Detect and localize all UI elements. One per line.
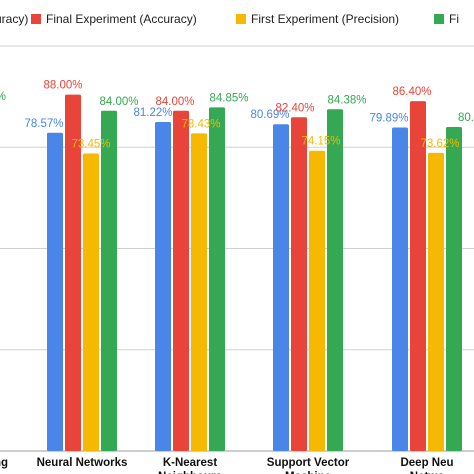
data-label: 74.15% bbox=[301, 136, 340, 148]
bar bbox=[327, 109, 343, 452]
data-label: 84.38% bbox=[327, 94, 366, 106]
x-tick-label: ng bbox=[0, 457, 8, 469]
x-tick-label: Deep Neu bbox=[400, 457, 453, 469]
data-label: 84.85% bbox=[209, 92, 248, 104]
bar bbox=[191, 133, 207, 451]
x-tick-label: Neural Networks bbox=[37, 457, 128, 469]
bar bbox=[309, 150, 325, 451]
x-tick-label: Support Vector bbox=[267, 457, 350, 469]
bar bbox=[47, 132, 63, 451]
data-label: 78.43% bbox=[181, 118, 220, 130]
bar bbox=[173, 110, 189, 452]
x-tick-label: Machine bbox=[285, 471, 331, 474]
data-label: 79.89% bbox=[369, 112, 408, 124]
legend-entry: uracy) bbox=[0, 12, 28, 26]
x-axis-tick-labels: ng Neural Networks K-Nearest Neighbours Supp… bbox=[0, 457, 454, 474]
data-label: 84.00% bbox=[155, 96, 194, 108]
bar bbox=[273, 124, 289, 451]
bar bbox=[428, 152, 444, 452]
data-label: % bbox=[0, 91, 6, 103]
data-label: 78.57% bbox=[24, 118, 63, 130]
x-tick-label: Neighbours bbox=[158, 471, 222, 474]
legend-entry: First Experiment (Precision) bbox=[251, 12, 399, 26]
bar bbox=[209, 107, 225, 452]
bar bbox=[291, 117, 307, 451]
data-label: 80.69% bbox=[250, 109, 289, 121]
x-tick-label: Netwo bbox=[410, 471, 445, 474]
data-label: 73.62% bbox=[420, 138, 459, 150]
data-label: 86.40% bbox=[392, 86, 431, 98]
legend-entry: Final Experiment (Accuracy) bbox=[46, 12, 197, 26]
data-label: 80. bbox=[458, 112, 474, 124]
data-label: 73.45% bbox=[71, 139, 110, 151]
legend: uracy) Final Experiment (Accuracy) First E… bbox=[0, 12, 459, 26]
bar bbox=[392, 127, 408, 452]
legend-swatch bbox=[434, 14, 444, 24]
bars bbox=[47, 94, 462, 452]
value-labels: % 78.57% 88.00% 73.45% 84.00%81.22%84.00% 78.… bbox=[0, 80, 474, 151]
legend-swatch bbox=[31, 14, 41, 24]
data-label: 81.22% bbox=[133, 107, 172, 119]
x-tick-label: K-Nearest bbox=[163, 457, 217, 469]
bar bbox=[410, 101, 426, 451]
data-label: 88.00% bbox=[43, 80, 82, 92]
bar bbox=[155, 122, 171, 452]
data-label: 82.40% bbox=[275, 102, 314, 114]
bar bbox=[83, 153, 99, 451]
legend-swatch bbox=[236, 14, 246, 24]
bar bbox=[65, 94, 81, 451]
bar bbox=[101, 110, 117, 452]
legend-entry: Fi bbox=[449, 12, 459, 26]
bar bbox=[446, 127, 462, 451]
data-label: 84.00% bbox=[99, 96, 138, 108]
